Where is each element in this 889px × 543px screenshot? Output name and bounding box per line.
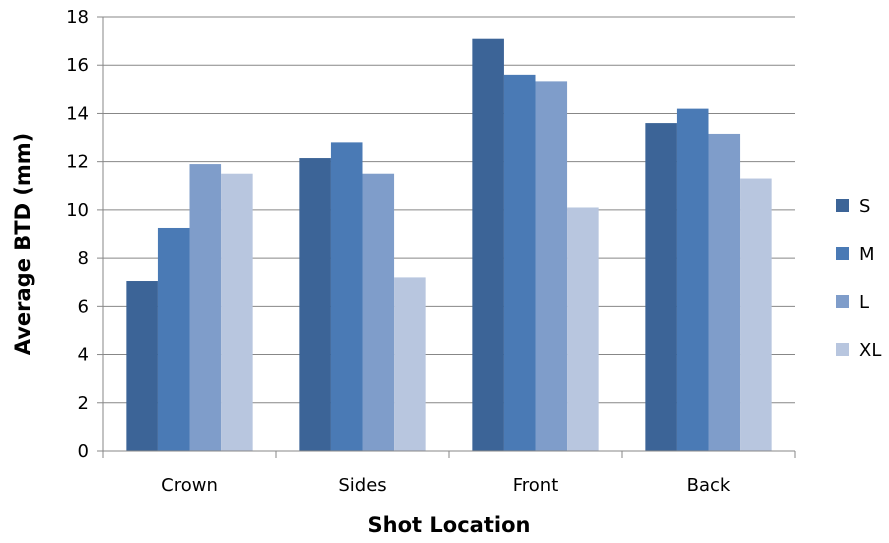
y-tick-label: 14 bbox=[66, 103, 89, 124]
y-tick-label: 6 bbox=[78, 296, 89, 317]
y-tick-label: 4 bbox=[78, 345, 89, 366]
legend-label: M bbox=[859, 244, 875, 265]
bar-XL-Sides bbox=[394, 277, 426, 451]
y-tick-label: 10 bbox=[66, 200, 89, 221]
bar-S-Front bbox=[472, 38, 504, 451]
bar-XL-Front bbox=[567, 207, 599, 451]
bars bbox=[126, 38, 772, 452]
bar-XL-Back bbox=[740, 178, 772, 452]
legend-swatch bbox=[836, 343, 849, 356]
bar-M-Sides bbox=[330, 142, 363, 451]
bar-M-Front bbox=[503, 74, 536, 451]
legend-label: XL bbox=[859, 340, 881, 361]
y-tick-label: 12 bbox=[66, 152, 89, 173]
bar-L-Crown bbox=[189, 164, 222, 452]
y-axis-title: Average BTD (mm) bbox=[11, 133, 35, 356]
y-tick-labels: 0 2 4 6 8 10 12 14 16 18 bbox=[66, 7, 89, 462]
x-axis-title: Shot Location bbox=[368, 513, 531, 537]
axes bbox=[97, 16, 796, 458]
legend-item: XL bbox=[836, 340, 881, 361]
legend: S M L XL bbox=[836, 196, 881, 361]
x-tick-label: Back bbox=[687, 475, 731, 496]
y-tick-label: 0 bbox=[78, 441, 89, 462]
bar-M-Back bbox=[676, 108, 709, 451]
legend-swatch bbox=[836, 199, 849, 212]
bar-XL-Crown bbox=[221, 173, 253, 451]
legend-label: L bbox=[859, 292, 869, 313]
y-tick-label: 8 bbox=[78, 248, 89, 269]
legend-swatch bbox=[836, 247, 849, 260]
legend-swatch bbox=[836, 295, 849, 308]
bar-S-Sides bbox=[299, 158, 331, 452]
y-tick-label: 16 bbox=[66, 55, 89, 76]
bar-S-Crown bbox=[126, 281, 158, 451]
legend-item: M bbox=[836, 244, 875, 265]
y-tick-label: 2 bbox=[78, 393, 89, 414]
x-tick-labels: Crown Sides Front Back bbox=[161, 475, 731, 496]
x-tick-label: Front bbox=[513, 475, 559, 496]
bar-L-Back bbox=[708, 133, 741, 451]
bar-L-Sides bbox=[362, 173, 395, 451]
legend-item: S bbox=[836, 196, 870, 217]
y-tick-label: 18 bbox=[66, 7, 89, 28]
x-tick-label: Sides bbox=[338, 475, 386, 496]
legend-label: S bbox=[859, 196, 870, 217]
bar-M-Crown bbox=[157, 227, 190, 451]
bar-S-Back bbox=[645, 123, 677, 451]
x-tick-label: Crown bbox=[161, 475, 218, 496]
legend-item: L bbox=[836, 292, 869, 313]
bar-L-Front bbox=[535, 81, 568, 452]
